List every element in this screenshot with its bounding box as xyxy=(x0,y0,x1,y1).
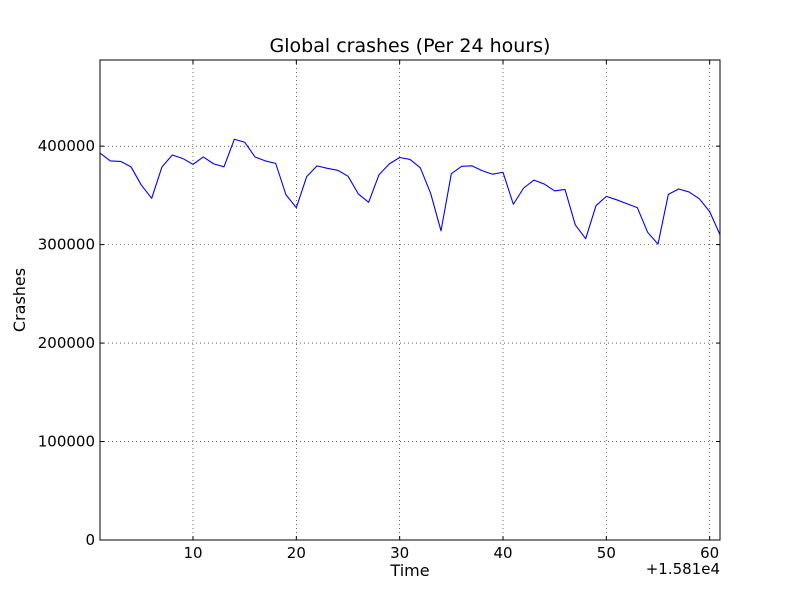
y-tick-label: 200000 xyxy=(38,334,95,352)
x-axis-label: Time xyxy=(389,561,429,580)
y-tick-label: 400000 xyxy=(38,137,95,155)
plot-area xyxy=(100,60,720,540)
x-tick-label: 10 xyxy=(183,544,202,562)
series-line xyxy=(99,138,721,245)
x-offset-label: +1.581e4 xyxy=(646,560,720,578)
y-tick-label: 300000 xyxy=(38,236,95,254)
chart-title: Global crashes (Per 24 hours) xyxy=(270,35,551,57)
x-tick-label: 20 xyxy=(287,544,306,562)
y-tick-label: 0 xyxy=(85,531,95,549)
x-tick-label: 50 xyxy=(597,544,616,562)
axes-frame xyxy=(99,59,721,541)
x-tick-label: 30 xyxy=(390,544,409,562)
y-tick-label: 100000 xyxy=(38,433,95,451)
x-tick-label: 60 xyxy=(700,544,719,562)
tick-labels: 10 20 30 40 50 60 0 100000 200000 300000 400000 xyxy=(38,137,719,562)
ticks xyxy=(100,60,720,541)
grid-lines xyxy=(100,60,720,540)
x-tick-label: 40 xyxy=(493,544,512,562)
y-axis-label: Crashes xyxy=(10,268,29,332)
series-layer xyxy=(99,138,721,245)
